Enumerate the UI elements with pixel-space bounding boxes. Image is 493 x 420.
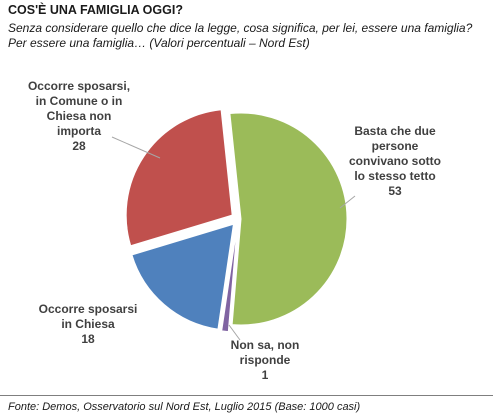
data-label-text: Chiesa non: [46, 109, 112, 123]
chart-subtitle: Senza considerare quello che dice la leg…: [8, 21, 473, 50]
data-label-value: 1: [261, 368, 269, 382]
data-label: Basta che due persone convivano sotto lo st…: [340, 124, 450, 199]
data-label-text: importa: [56, 124, 101, 138]
data-label-text: Occorre sposarsi: [38, 302, 138, 316]
data-label-text: in Chiesa: [61, 317, 115, 331]
data-label-value: 28: [72, 139, 86, 153]
data-label-value: 18: [81, 332, 95, 346]
data-label-text: Occorre sposarsi,: [27, 79, 131, 93]
data-label-text: in Comune o in: [35, 94, 123, 108]
data-label-value: 53: [388, 184, 402, 198]
data-label: Occorre sposarsi in Chiesa 18: [28, 302, 148, 347]
leader-line: [228, 324, 241, 341]
data-label-text: convivano sotto: [348, 154, 441, 168]
slice-chiesa: [131, 223, 235, 330]
source-note: Fonte: Demos, Osservatorio sul Nord Est,…: [8, 401, 361, 413]
slice-convivenza: [229, 112, 348, 326]
chart-title: COS'È UNA FAMIGLIA OGGI?: [8, 3, 183, 17]
data-label: Non sa, non risponde 1: [225, 338, 305, 383]
leader-line: [111, 136, 161, 159]
data-label-text: Non sa, non: [230, 338, 300, 352]
footer-divider: [0, 395, 493, 396]
slice-non-sa: [221, 225, 238, 333]
data-label: Occorre sposarsi, in Comune o in Chiesa no…: [18, 79, 140, 154]
data-label-text: persone: [371, 139, 419, 153]
leader-line: [339, 195, 356, 209]
data-label-text: lo stesso tetto: [354, 169, 436, 183]
data-label-text: risponde: [239, 353, 291, 367]
slice-comune-chiesa: [125, 109, 233, 247]
data-label-text: Basta che due: [354, 124, 436, 138]
